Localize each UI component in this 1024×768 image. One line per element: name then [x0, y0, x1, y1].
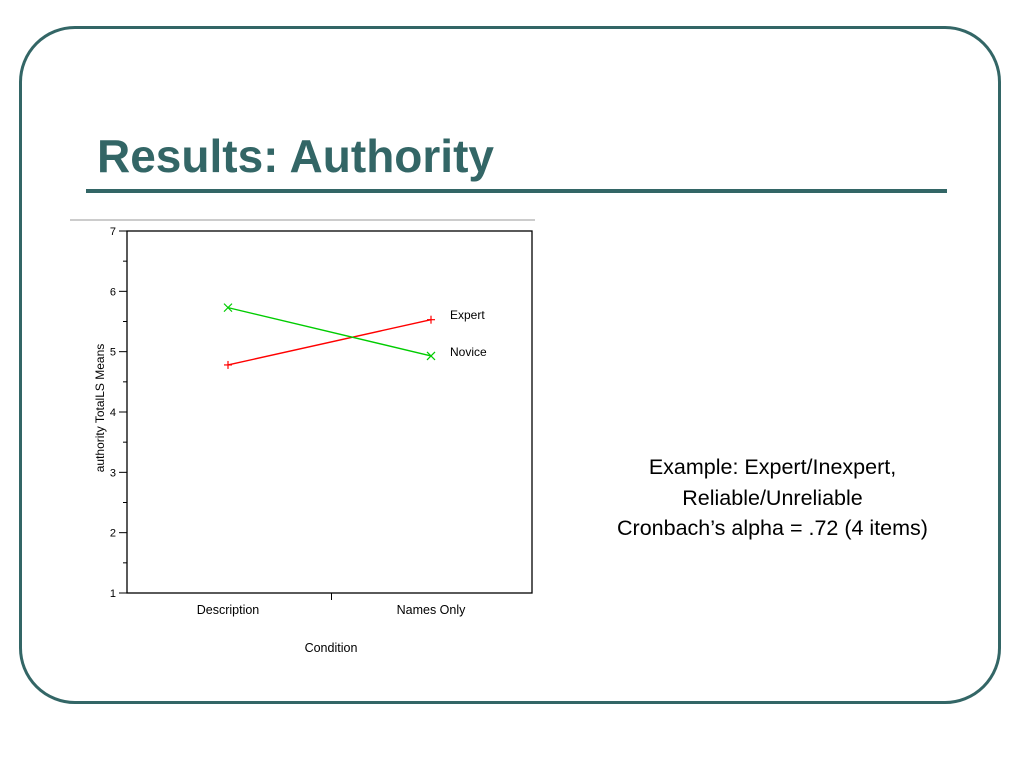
plot-frame: [126, 230, 533, 594]
series-label-expert: Expert: [450, 308, 485, 322]
data-point-novice: [223, 303, 233, 313]
y-tick-label: 4: [110, 407, 116, 419]
chart-axes: 1 2 3 4 5 6 7 Description Names Only: [110, 226, 533, 617]
series-line-novice: [227, 306, 432, 357]
series-label-novice: Novice: [450, 345, 487, 359]
data-point-novice: [426, 351, 436, 361]
slide-frame: [19, 26, 1001, 704]
x-axis-title: Condition: [305, 641, 358, 655]
y-tick-label: 3: [110, 467, 116, 479]
y-tick-label: 6: [110, 286, 116, 298]
x-tick-label: Names Only: [397, 603, 467, 617]
notes-line-2: Reliable/Unreliable: [682, 485, 863, 510]
y-tick-label: 1: [110, 588, 116, 600]
x-tick-label: Description: [197, 603, 260, 617]
notes-line-3: Cronbach’s alpha = .72 (4 items): [617, 516, 928, 540]
notes-line-1: Example: Expert/Inexpert,: [648, 455, 897, 479]
notes-text: Example: Expert/Inexpert, Reliable/Unrel…: [570, 452, 975, 544]
slide-title: Results: Authority: [97, 130, 494, 182]
data-point-expert: [224, 360, 232, 369]
title-rule: [86, 189, 947, 193]
y-tick-label: 7: [110, 226, 116, 238]
series-line-expert: [227, 319, 432, 366]
chart-series: Expert Novice: [223, 303, 487, 369]
y-tick-label: 5: [110, 347, 116, 359]
data-point-expert: [427, 315, 435, 324]
y-tick-label: 2: [110, 528, 116, 540]
y-axis-title: authority TotalLS Means: [93, 344, 107, 473]
